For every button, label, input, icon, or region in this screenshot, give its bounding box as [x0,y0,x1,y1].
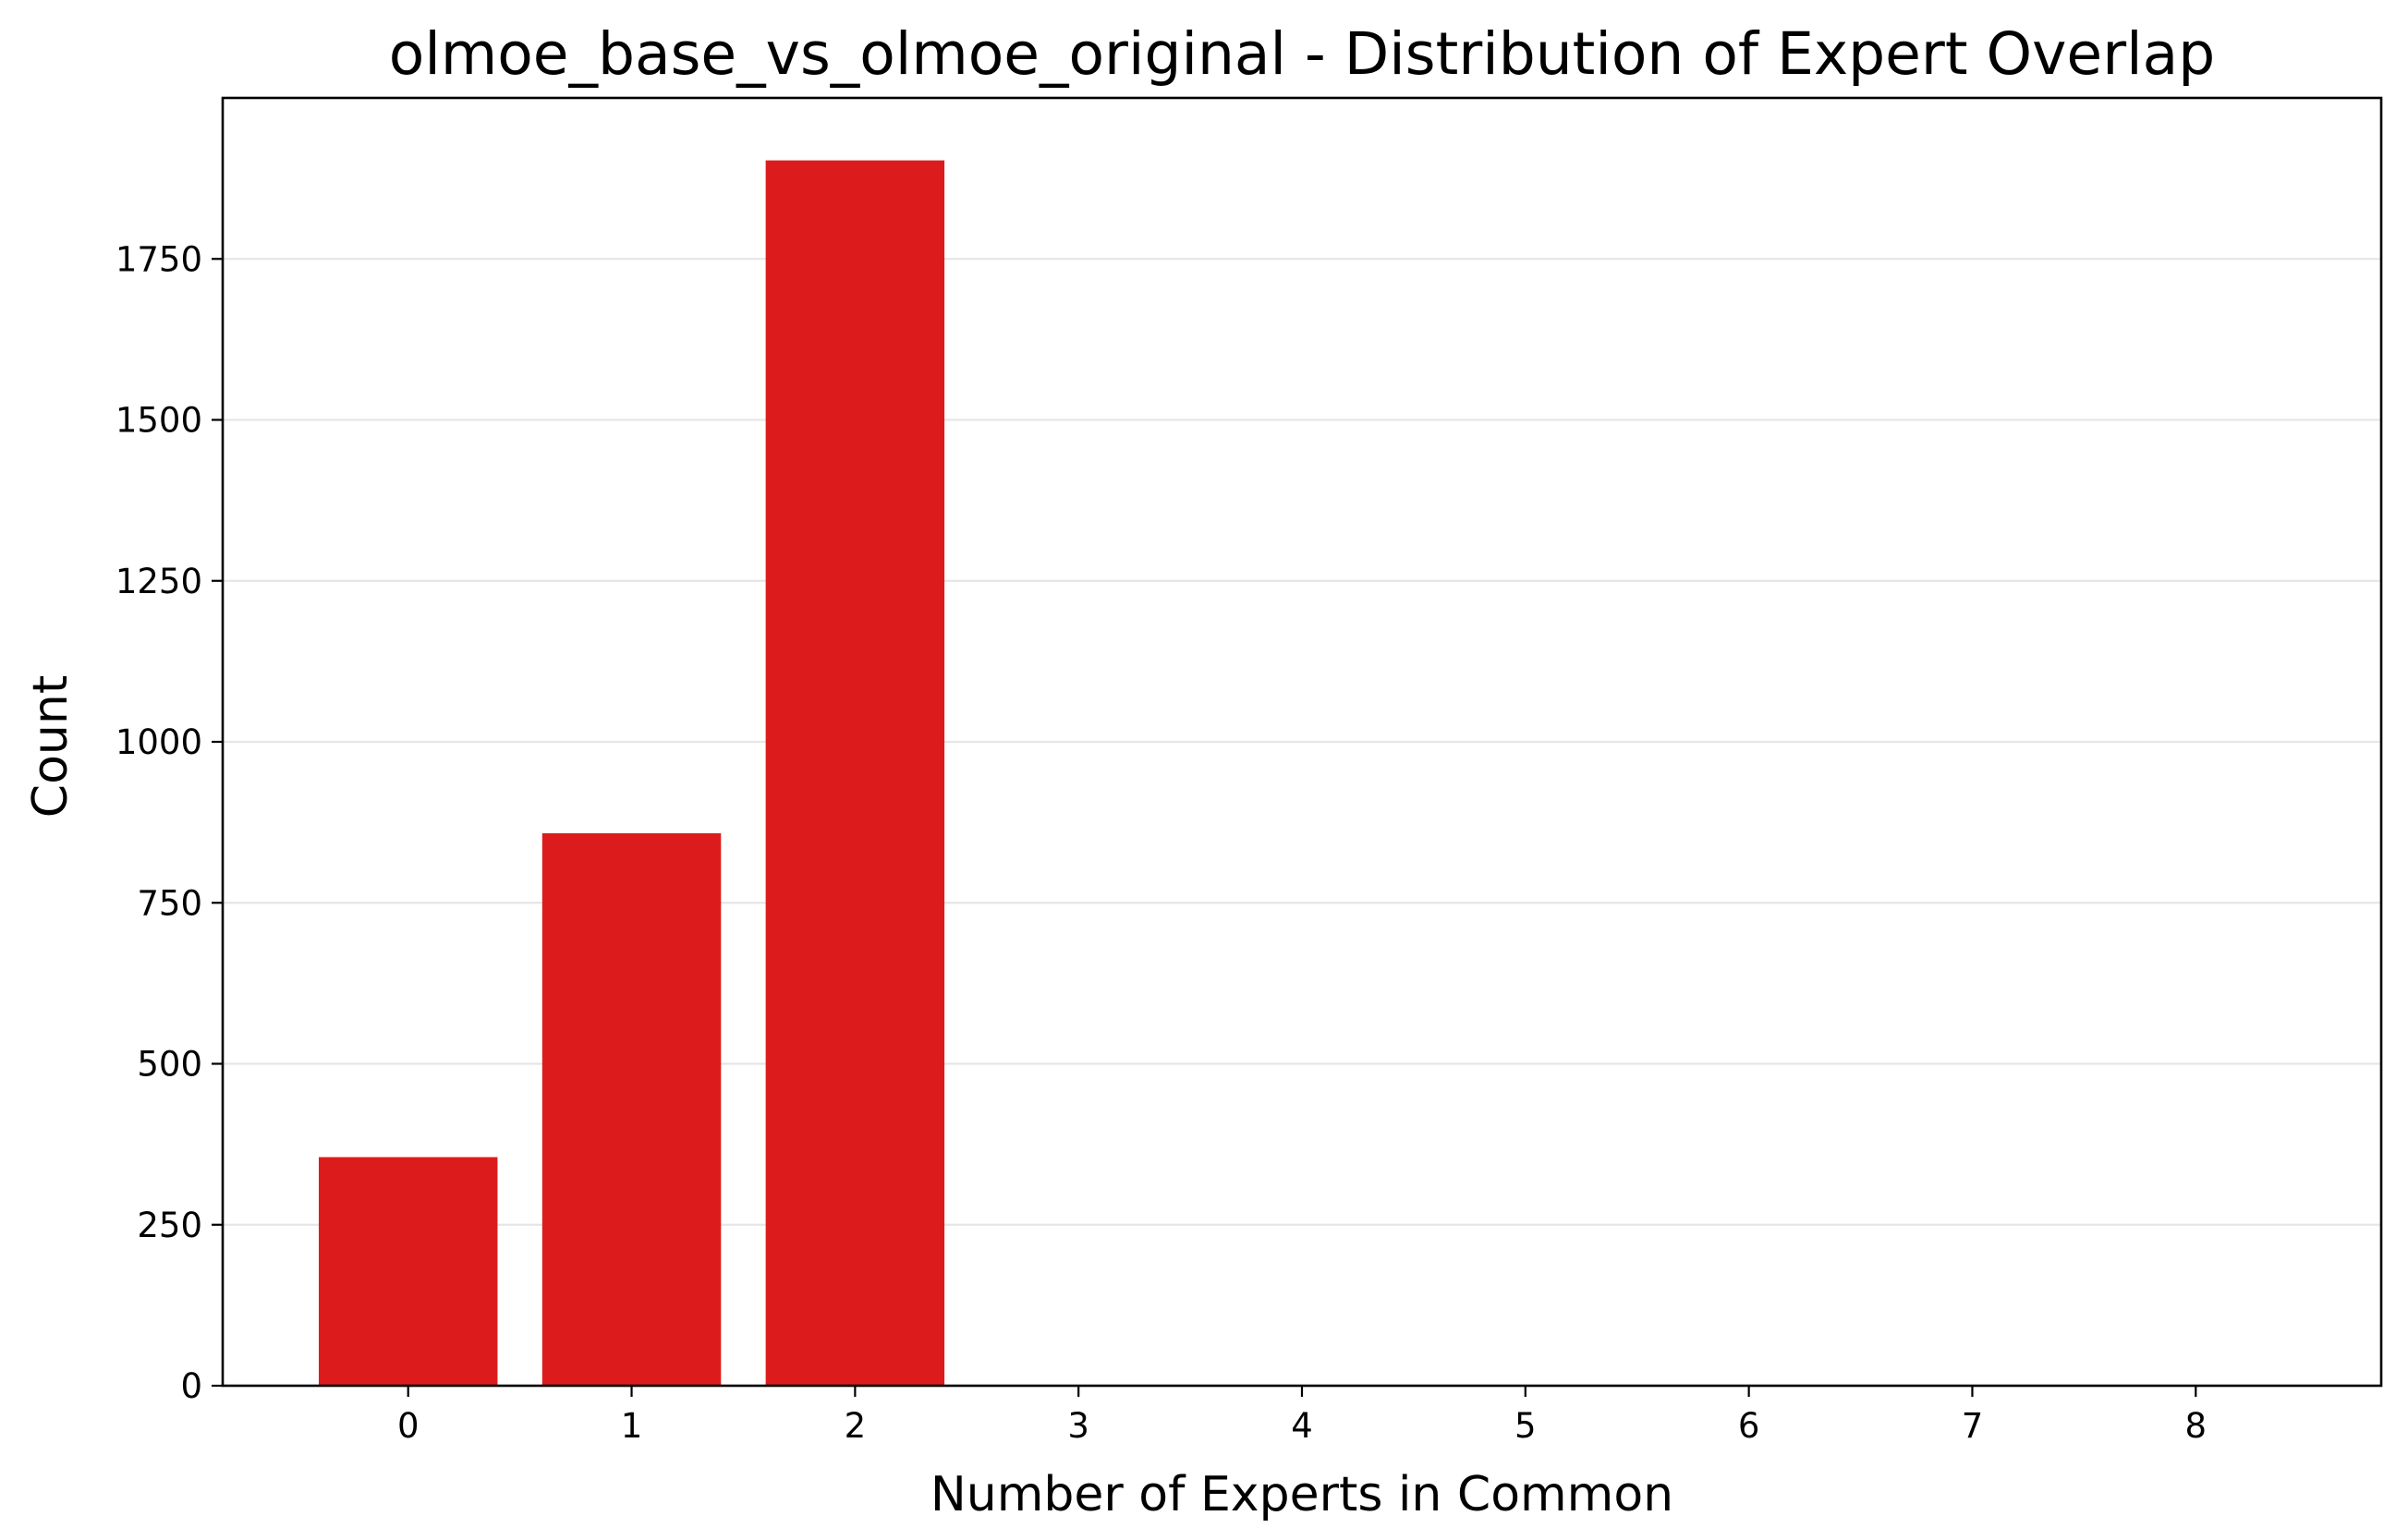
x-tick-label-8: 8 [2185,1406,2207,1446]
x-tick-label-6: 6 [1738,1406,1760,1446]
x-tick-label-2: 2 [845,1406,867,1446]
y-tick-label-1000: 1000 [116,722,202,762]
bar-0 [318,1157,498,1386]
bar-2 [765,160,945,1386]
y-tick-label-1500: 1500 [116,401,202,441]
x-tick-label-5: 5 [1514,1406,1537,1446]
y-tick-label-0: 0 [180,1366,202,1406]
x-tick-label-1: 1 [621,1406,643,1446]
y-tick-label-500: 500 [137,1045,202,1085]
x-tick-label-4: 4 [1291,1406,1313,1446]
chart-title: olmoe_base_vs_olmoe_original - Distribut… [389,20,2215,88]
y-axis-ticks: 0 250 500 750 1000 1250 1500 1750 [116,239,223,1406]
x-tick-label-3: 3 [1067,1406,1089,1446]
x-tick-label-0: 0 [397,1406,420,1446]
y-tick-label-250: 250 [137,1206,202,1245]
bars [318,160,945,1386]
y-axis-label: Count [23,675,79,818]
y-tick-label-1250: 1250 [116,562,202,601]
bar-1 [541,832,722,1386]
x-axis-label: Number of Experts in Common [930,1467,1673,1522]
y-tick-label-750: 750 [137,883,202,923]
x-tick-label-7: 7 [1962,1406,1984,1446]
x-axis-ticks: 0 1 2 3 4 5 6 7 8 [397,1386,2207,1446]
y-tick-label-1750: 1750 [116,239,202,279]
